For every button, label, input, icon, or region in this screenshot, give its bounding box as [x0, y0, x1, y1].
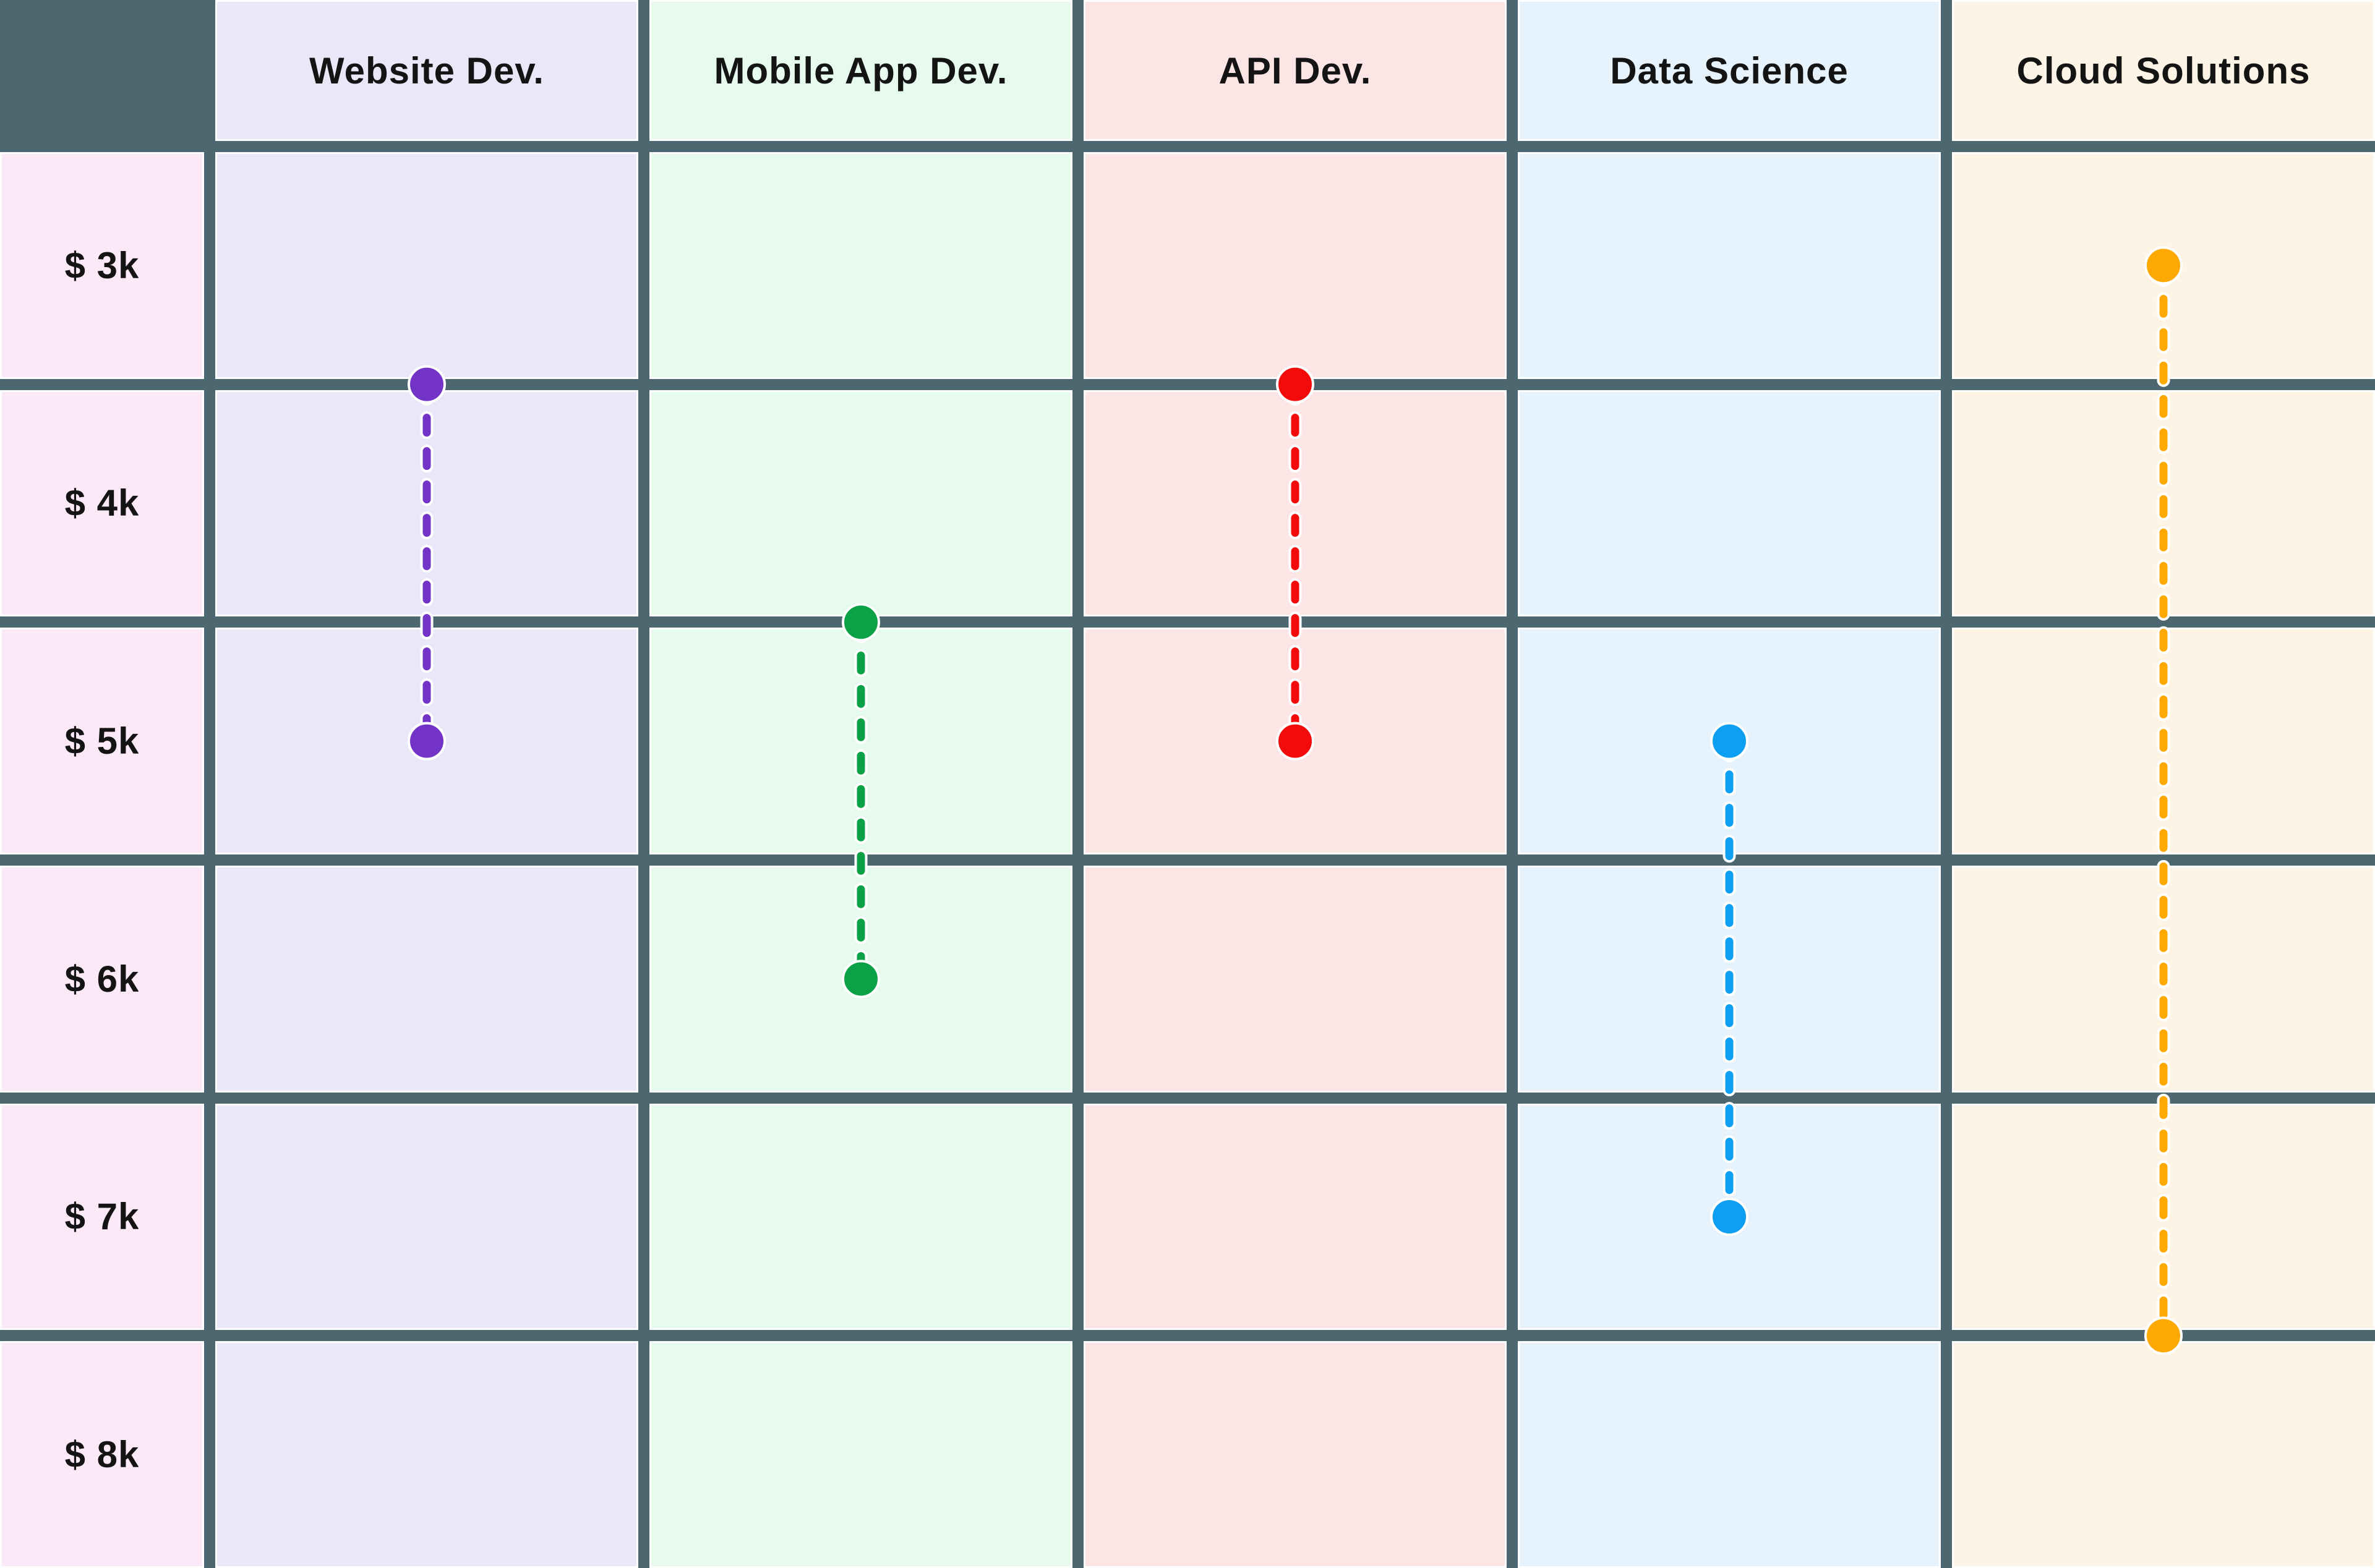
grid-cell-mobile-app-dev-row1 — [649, 152, 1072, 379]
grid-cell-website-dev-row1 — [215, 152, 638, 379]
grid-cell-api-dev-row4 — [1084, 865, 1507, 1093]
row-label-7k: $ 7k — [0, 1103, 204, 1331]
grid-cell-website-dev-row3 — [215, 628, 638, 854]
grid-cell-website-dev-row4 — [215, 865, 638, 1093]
column-header-api-dev: API Dev. — [1084, 0, 1507, 141]
grid-cell-mobile-app-dev-row4 — [649, 865, 1072, 1093]
grid-cell-mobile-app-dev-row6 — [649, 1341, 1072, 1568]
grid-cell-data-science-row4 — [1518, 865, 1941, 1093]
grid-cell-cloud-solutions-row1 — [1952, 152, 2375, 379]
grid-cell-data-science-row2 — [1518, 390, 1941, 617]
column-header-mobile-app-dev: Mobile App Dev. — [649, 0, 1072, 141]
grid-cell-website-dev-row6 — [215, 1341, 638, 1568]
column-header-cloud-solutions: Cloud Solutions — [1952, 0, 2375, 141]
column-header-website-dev: Website Dev. — [215, 0, 638, 141]
grid-cell-cloud-solutions-row5 — [1952, 1103, 2375, 1331]
grid-cell-cloud-solutions-row2 — [1952, 390, 2375, 617]
grid-cell-mobile-app-dev-row3 — [649, 628, 1072, 854]
grid-cell-mobile-app-dev-row5 — [649, 1103, 1072, 1331]
row-label-8k: $ 8k — [0, 1341, 204, 1568]
grid-cell-cloud-solutions-row3 — [1952, 628, 2375, 854]
column-header-data-science: Data Science — [1518, 0, 1941, 141]
grid-cell-api-dev-row6 — [1084, 1341, 1507, 1568]
grid-cell-data-science-row3 — [1518, 628, 1941, 854]
row-label-3k: $ 3k — [0, 152, 204, 379]
corner-cell — [0, 0, 204, 141]
grid-cell-data-science-row5 — [1518, 1103, 1941, 1331]
grid-cell-data-science-row6 — [1518, 1341, 1941, 1568]
row-label-5k: $ 5k — [0, 628, 204, 854]
grid-cell-data-science-row1 — [1518, 152, 1941, 379]
grid-cell-mobile-app-dev-row2 — [649, 390, 1072, 617]
grid-cell-api-dev-row1 — [1084, 152, 1507, 379]
grid-cell-cloud-solutions-row4 — [1952, 865, 2375, 1093]
grid-cell-api-dev-row5 — [1084, 1103, 1507, 1331]
grid-cell-website-dev-row5 — [215, 1103, 638, 1331]
grid-cell-website-dev-row2 — [215, 390, 638, 617]
grid-cell-api-dev-row2 — [1084, 390, 1507, 617]
grid-cell-cloud-solutions-row6 — [1952, 1341, 2375, 1568]
row-label-4k: $ 4k — [0, 390, 204, 617]
row-label-6k: $ 6k — [0, 865, 204, 1093]
grid-cell-api-dev-row3 — [1084, 628, 1507, 854]
